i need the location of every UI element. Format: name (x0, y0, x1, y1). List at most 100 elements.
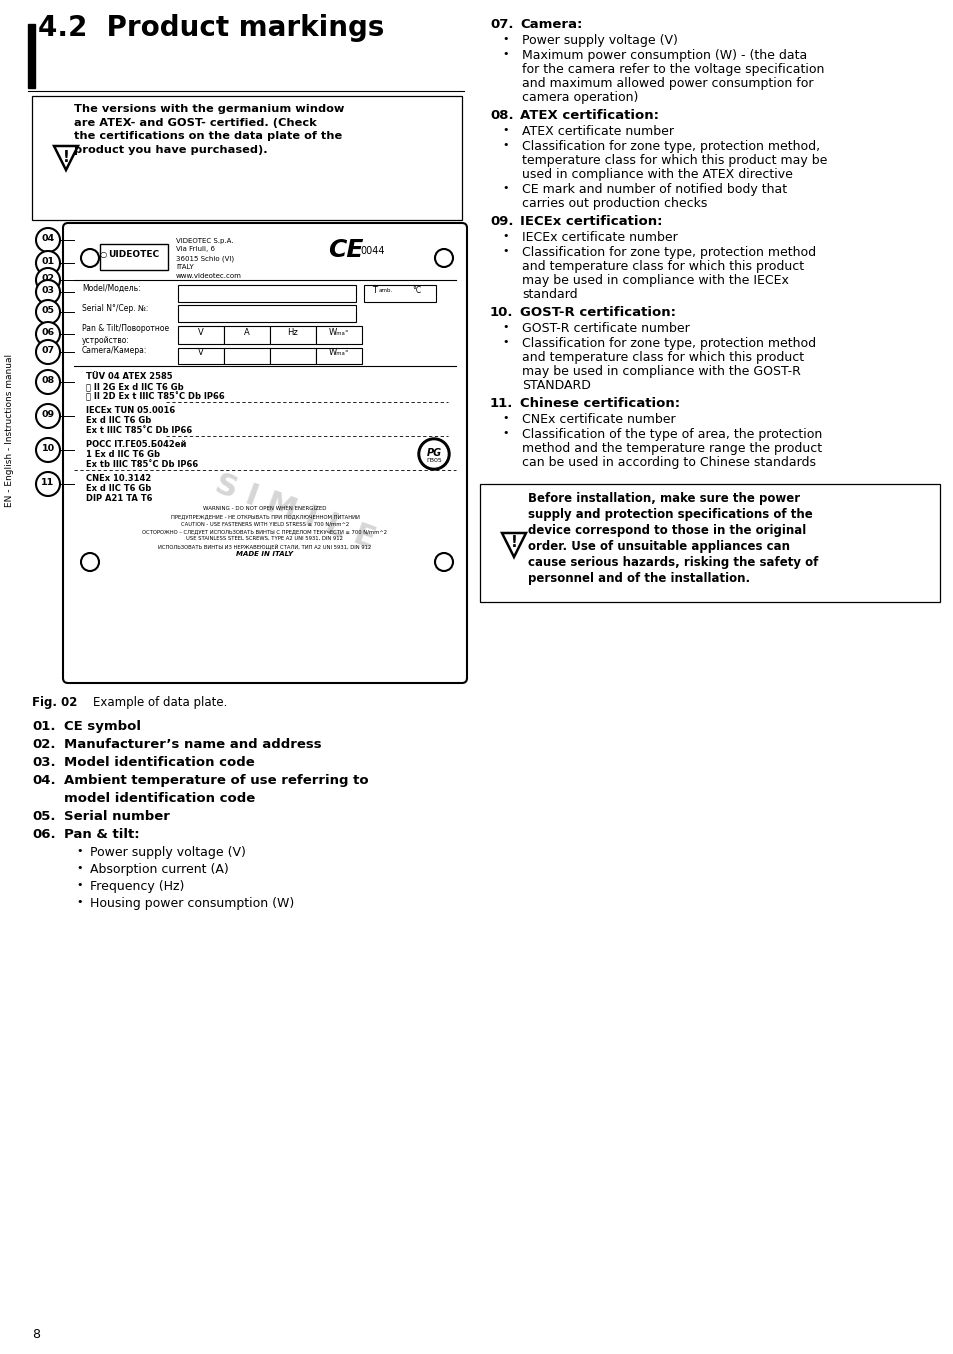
Text: ATEX certification:: ATEX certification: (519, 110, 659, 122)
Text: personnel and of the installation.: personnel and of the installation. (527, 571, 749, 585)
Bar (315, 326, 361, 344)
Text: camera operation): camera operation) (521, 91, 638, 104)
Circle shape (36, 437, 60, 462)
Circle shape (36, 280, 60, 305)
Text: •: • (501, 232, 508, 241)
Text: 03: 03 (42, 286, 54, 295)
FancyBboxPatch shape (63, 223, 467, 682)
Text: IECEx TUN 05.0016: IECEx TUN 05.0016 (86, 406, 175, 414)
Text: Absorption current (A): Absorption current (A) (90, 862, 229, 876)
Bar (270, 326, 315, 344)
Bar (178, 326, 224, 344)
Text: ОСТОРОЖНО – СЛЕДУЕТ ИСПОЛЬЗОВАТЬ ВИНТЫ С ПРЕДЕЛОМ ТЕКУчЕСТИ ≥ 700 N/mm^2: ОСТОРОЖНО – СЛЕДУЕТ ИСПОЛЬЗОВАТЬ ВИНТЫ С… (142, 529, 387, 533)
Text: MADE IN ITALY: MADE IN ITALY (236, 551, 294, 556)
Text: CNEx 10.3142: CNEx 10.3142 (86, 474, 152, 483)
Text: Camera/Камера:: Camera/Камера: (82, 347, 147, 355)
Text: standard: standard (521, 288, 577, 301)
Text: carries out production checks: carries out production checks (521, 196, 706, 210)
Text: 11: 11 (41, 478, 54, 487)
Bar (479, 483, 939, 603)
Text: UIDEOTEC: UIDEOTEC (109, 250, 159, 259)
Text: Classification for zone type, protection method,: Classification for zone type, protection… (521, 139, 820, 153)
Circle shape (36, 473, 60, 496)
Circle shape (420, 441, 447, 467)
Bar (100, 244, 168, 269)
Text: Model/Модель:: Model/Модель: (82, 284, 140, 292)
Text: 05.: 05. (32, 810, 55, 823)
Text: Housing power consumption (W): Housing power consumption (W) (90, 896, 294, 910)
Circle shape (417, 437, 450, 470)
Text: amb.: amb. (378, 288, 393, 292)
Bar (32, 96, 461, 219)
Bar (178, 348, 224, 364)
Text: 0044: 0044 (359, 246, 384, 256)
Text: Manufacturer’s name and address: Manufacturer’s name and address (64, 738, 321, 751)
Text: 10.: 10. (490, 306, 513, 320)
Text: IECEx certification:: IECEx certification: (519, 215, 661, 227)
Text: ИСПОЛЬЗОВАТЬ ВИНТЫ ИЗ НЕРЖАВЕЮЩЕЙ СТАЛИ, ТИП A2 UNI 5931, DIN 912: ИСПОЛЬЗОВАТЬ ВИНТЫ ИЗ НЕРЖАВЕЮЩЕЙ СТАЛИ,… (158, 543, 372, 548)
Text: Ex t IIIC T85˚C Db IP66: Ex t IIIC T85˚C Db IP66 (86, 427, 193, 435)
Text: Classification of the type of area, the protection: Classification of the type of area, the … (521, 428, 821, 441)
Text: Hz: Hz (287, 328, 298, 337)
Text: A: A (244, 328, 250, 337)
Bar (224, 326, 270, 344)
Bar (178, 284, 355, 302)
Text: Serial N°/Сер. №:: Serial N°/Сер. №: (82, 305, 149, 313)
Text: ○: ○ (99, 250, 107, 259)
Text: Model identification code: Model identification code (64, 756, 254, 769)
Text: for the camera refer to the voltage specification: for the camera refer to the voltage spec… (521, 64, 823, 76)
Text: Ambient temperature of use referring to: Ambient temperature of use referring to (64, 774, 368, 787)
Text: 01: 01 (41, 257, 54, 265)
Text: CE symbol: CE symbol (64, 720, 141, 733)
Text: Wₘₐˣ: Wₘₐˣ (329, 328, 349, 337)
Text: •: • (76, 896, 82, 907)
Text: Fig. 02: Fig. 02 (32, 696, 77, 709)
Text: 06: 06 (41, 328, 54, 337)
Text: order. Use of unsuitable appliances can: order. Use of unsuitable appliances can (527, 540, 789, 552)
Text: supply and protection specifications of the: supply and protection specifications of … (527, 508, 812, 521)
Text: •: • (76, 862, 82, 873)
Circle shape (36, 268, 60, 292)
Text: •: • (501, 125, 508, 135)
Text: 11.: 11. (490, 397, 513, 410)
Text: device correspond to those in the original: device correspond to those in the origin… (527, 524, 805, 538)
Text: Ex d IIC T6 Gb: Ex d IIC T6 Gb (86, 416, 152, 425)
Text: T: T (372, 286, 376, 295)
Text: ATEX certificate number: ATEX certificate number (521, 125, 673, 138)
Text: •: • (501, 337, 508, 347)
Text: 09: 09 (41, 410, 54, 418)
Text: •: • (501, 34, 508, 43)
Text: •: • (501, 428, 508, 437)
Text: Chinese certification:: Chinese certification: (519, 397, 679, 410)
Text: PG: PG (426, 448, 441, 458)
Text: •: • (501, 139, 508, 150)
Text: Power supply voltage (V): Power supply voltage (V) (521, 34, 678, 47)
Circle shape (36, 403, 60, 428)
Text: VIDEOTEC S.p.A.
Via Friuli, 6
36015 Schio (VI)
ITALY
www.videotec.com: VIDEOTEC S.p.A. Via Friuli, 6 36015 Schi… (175, 238, 242, 279)
Text: •: • (76, 880, 82, 890)
Text: Maximum power consumption (W) - (the data: Maximum power consumption (W) - (the dat… (521, 49, 806, 62)
Text: Pan & tilt:: Pan & tilt: (64, 829, 139, 841)
Text: Frequency (Hz): Frequency (Hz) (90, 880, 184, 894)
Circle shape (36, 370, 60, 394)
Text: and temperature class for which this product: and temperature class for which this pro… (521, 351, 803, 364)
Text: •: • (501, 413, 508, 422)
Text: !: ! (510, 535, 517, 550)
Text: V: V (198, 348, 204, 357)
Text: Before installation, make sure the power: Before installation, make sure the power (527, 492, 800, 505)
Text: •: • (76, 846, 82, 856)
Text: 4.2  Product markings: 4.2 Product markings (38, 14, 384, 42)
Text: 07: 07 (41, 347, 54, 355)
Text: CAUTION - USE FASTENERS WITH YIELD STRESS ≥ 700 N/mm^2: CAUTION - USE FASTENERS WITH YIELD STRES… (181, 523, 349, 527)
Text: 07.: 07. (490, 18, 513, 31)
Text: •: • (501, 49, 508, 60)
Text: can be used in according to Chinese standards: can be used in according to Chinese stan… (521, 456, 815, 468)
Circle shape (36, 301, 60, 324)
Text: model identification code: model identification code (64, 792, 255, 806)
Text: Classification for zone type, protection method: Classification for zone type, protection… (521, 246, 815, 259)
Text: The versions with the germanium window
are ATEX- and GOST- certified. (Check
the: The versions with the germanium window a… (74, 104, 344, 154)
Text: 1 Ex d IIC T6 Gb: 1 Ex d IIC T6 Gb (86, 450, 160, 459)
Text: 10: 10 (41, 444, 54, 454)
Text: 06.: 06. (32, 829, 55, 841)
Circle shape (36, 250, 60, 275)
